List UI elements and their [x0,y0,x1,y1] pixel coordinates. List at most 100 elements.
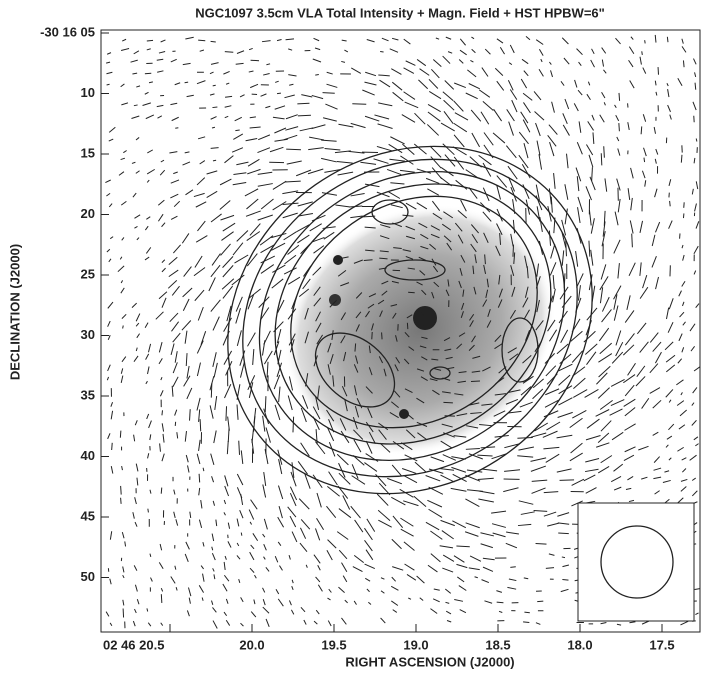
vector [681,155,682,163]
vector [535,423,548,431]
vector [301,95,312,97]
vector [290,516,296,527]
vector [246,199,258,209]
vector [161,377,162,380]
vector [199,474,200,483]
vector [456,546,469,547]
vector [668,105,671,112]
vector [211,63,219,65]
vector [585,458,599,462]
vector [479,155,492,164]
vector [237,330,241,345]
vector [221,232,233,241]
vector [211,214,222,222]
vector [668,424,673,430]
vector [250,568,254,572]
vector [378,520,391,527]
vector [611,476,621,481]
vector [575,80,577,88]
x-axis-label: RIGHT ASCENSION (J2000) [345,654,514,669]
vector [199,409,200,422]
vector [296,225,309,232]
vector [277,40,282,41]
vector [135,585,137,592]
vector [172,386,173,397]
vector [495,68,503,75]
vector [669,221,673,229]
vector [137,478,138,486]
vector [543,447,559,449]
vector [237,404,238,419]
vector [110,623,112,626]
vector [429,509,442,517]
vector [483,558,495,559]
vector [223,286,233,298]
vector [482,580,489,583]
vector [469,84,480,89]
vector [466,449,480,450]
vector [655,491,660,494]
vector [477,455,492,456]
vector [690,324,695,331]
vector [670,115,672,120]
vector [292,586,293,590]
vector [677,498,683,504]
vector [446,37,451,39]
vector [175,566,176,570]
vector [682,302,683,306]
vector [681,392,683,395]
vector [316,577,320,582]
vector [190,409,191,420]
vector [623,345,634,355]
vector [694,246,698,254]
vector [226,406,227,421]
vector [616,331,621,346]
vector [592,49,595,54]
vector [107,84,110,85]
vector [223,584,227,591]
vector [122,39,126,41]
vector [645,40,646,43]
vector [589,210,591,225]
vector [315,48,320,50]
vector [354,555,363,562]
vector [531,458,547,462]
vector [629,263,635,276]
vector [265,106,270,107]
vector [591,250,593,266]
vector [570,418,583,427]
vector [669,458,671,460]
vector [188,465,189,472]
vector [227,441,228,454]
vector [121,486,122,495]
vector [176,519,178,525]
vector [145,226,148,230]
vector [694,271,696,275]
vector [561,81,564,85]
vector [170,313,178,322]
vector [185,331,187,344]
y-tick-label: 45 [81,508,95,523]
vector [655,189,657,197]
vector [693,102,696,110]
vector [161,160,164,162]
vector [629,47,634,54]
vector [406,61,416,66]
vector [560,480,575,481]
vector [558,523,569,524]
vector [157,59,164,60]
vector [338,587,344,592]
vector [387,478,402,483]
vector [266,427,270,442]
vector [615,105,617,108]
vector [593,132,594,144]
vector [240,95,245,97]
vector [454,123,467,132]
vector [551,70,553,77]
vector [355,520,363,532]
vector [601,622,607,623]
vector [216,520,217,527]
vector [492,524,506,528]
vector [596,409,610,416]
vector [355,343,356,351]
